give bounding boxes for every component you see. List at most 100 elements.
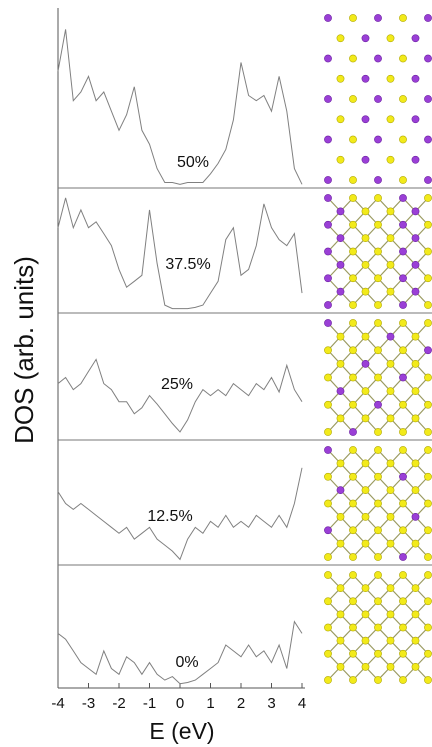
atom	[387, 333, 394, 340]
atom	[349, 347, 356, 354]
atom	[399, 319, 406, 326]
atom	[337, 333, 344, 340]
atom	[424, 500, 431, 507]
atom	[337, 487, 344, 494]
atom	[412, 235, 419, 242]
atom	[324, 176, 331, 183]
atom	[412, 513, 419, 520]
atom	[412, 637, 419, 644]
atom	[387, 611, 394, 618]
atom	[374, 624, 381, 631]
atom	[412, 360, 419, 367]
atom	[387, 460, 394, 467]
atom	[387, 663, 394, 670]
atom	[387, 156, 394, 163]
atom	[412, 156, 419, 163]
atom	[424, 136, 431, 143]
atom	[374, 221, 381, 228]
atom	[387, 540, 394, 547]
atom	[337, 540, 344, 547]
atom	[387, 513, 394, 520]
atom	[387, 288, 394, 295]
atom	[362, 156, 369, 163]
atom	[349, 14, 356, 21]
atom	[412, 35, 419, 42]
atom	[424, 55, 431, 62]
atom	[412, 460, 419, 467]
atom	[399, 136, 406, 143]
atom	[424, 374, 431, 381]
atom	[387, 75, 394, 82]
atom	[412, 261, 419, 268]
atom	[362, 75, 369, 82]
dos-line	[58, 622, 302, 684]
atom	[337, 513, 344, 520]
x-axis-label: E (eV)	[149, 718, 214, 744]
atom	[399, 553, 406, 560]
atom	[374, 95, 381, 102]
atom	[387, 487, 394, 494]
chart: DOS (arb. units) E (eV) -4-3-2-10123450%…	[0, 0, 432, 747]
atom	[362, 208, 369, 215]
atom	[374, 428, 381, 435]
x-tick-label: 3	[267, 695, 275, 712]
atom	[362, 388, 369, 395]
atom	[374, 55, 381, 62]
atom	[324, 221, 331, 228]
atom	[374, 500, 381, 507]
atom	[324, 319, 331, 326]
atom	[424, 598, 431, 605]
atom	[349, 571, 356, 578]
atom	[337, 388, 344, 395]
atom	[387, 116, 394, 123]
atom	[362, 288, 369, 295]
atom	[387, 261, 394, 268]
atom	[337, 288, 344, 295]
atom	[324, 347, 331, 354]
atom	[424, 194, 431, 201]
atom	[362, 487, 369, 494]
atom	[374, 136, 381, 143]
atom	[399, 676, 406, 683]
atom	[424, 275, 431, 282]
atom	[324, 275, 331, 282]
atom	[349, 55, 356, 62]
atom	[362, 35, 369, 42]
atom	[412, 208, 419, 215]
atom	[324, 571, 331, 578]
atom	[412, 611, 419, 618]
atom	[374, 676, 381, 683]
atom	[349, 473, 356, 480]
atom	[374, 598, 381, 605]
atom	[324, 553, 331, 560]
atom	[374, 176, 381, 183]
atom	[412, 75, 419, 82]
atom	[399, 194, 406, 201]
atom	[399, 221, 406, 228]
atom	[374, 319, 381, 326]
atom	[324, 136, 331, 143]
y-axis-label: DOS (arb. units)	[9, 256, 39, 444]
atom	[387, 637, 394, 644]
atom	[324, 650, 331, 657]
atom	[337, 360, 344, 367]
atom	[412, 415, 419, 422]
atom	[324, 500, 331, 507]
atom	[362, 611, 369, 618]
atom	[387, 585, 394, 592]
atom	[424, 676, 431, 683]
atom	[424, 95, 431, 102]
atom	[424, 319, 431, 326]
atom	[424, 176, 431, 183]
atom	[362, 415, 369, 422]
atom	[424, 428, 431, 435]
atom	[337, 208, 344, 215]
atom	[324, 446, 331, 453]
atom	[362, 585, 369, 592]
atom	[399, 500, 406, 507]
atom	[337, 261, 344, 268]
atom	[337, 35, 344, 42]
atom	[349, 401, 356, 408]
atom	[337, 663, 344, 670]
atom	[424, 473, 431, 480]
